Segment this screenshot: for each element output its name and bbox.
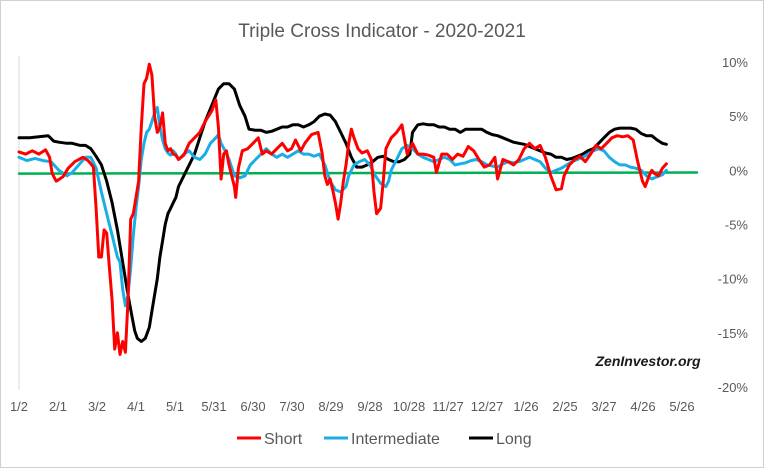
x-tick-label: 11/27	[432, 399, 464, 414]
y-tick-label: 10%	[722, 55, 748, 70]
x-tick-label: 10/28	[393, 399, 426, 414]
series-line-zero	[17, 171, 699, 175]
x-tick-label: 5/1	[166, 399, 184, 414]
legend: Short Intermediate Long	[237, 431, 532, 448]
x-tick-label: 7/30	[279, 399, 304, 414]
legend-label-long: Long	[496, 431, 532, 448]
x-tick-label: 8/29	[318, 399, 343, 414]
y-axis-tick-labels: 10% 5% 0% -5% -10% -15% -20%	[718, 55, 749, 395]
x-tick-label: 4/26	[630, 399, 655, 414]
chart-title: Triple Cross Indicator - 2020-2021	[238, 21, 526, 42]
x-tick-label: 9/28	[357, 399, 382, 414]
legend-label-intermediate: Intermediate	[351, 431, 440, 448]
legend-label-short: Short	[264, 431, 303, 448]
x-tick-label: 3/27	[591, 399, 616, 414]
y-tick-label: -10%	[718, 272, 749, 287]
x-tick-label: 1/2	[10, 399, 28, 414]
x-axis-tick-labels: 1/2 2/1 3/2 4/1 5/1 5/31 6/30 7/30 8/29 9/28 10/28…	[10, 399, 695, 414]
y-tick-label: -5%	[725, 218, 749, 233]
x-tick-label: 6/30	[240, 399, 265, 414]
x-tick-label: 3/2	[88, 399, 106, 414]
y-tick-label: -15%	[718, 326, 749, 341]
x-tick-label: 5/31	[201, 399, 226, 414]
x-tick-label: 2/25	[552, 399, 577, 414]
x-tick-label: 5/26	[669, 399, 694, 414]
y-tick-label: 5%	[729, 109, 748, 124]
watermark-label: ZenInvestor.org	[594, 353, 700, 369]
y-tick-label: 0%	[729, 163, 748, 178]
x-tick-label: 12/27	[471, 399, 504, 414]
x-tick-label: 2/1	[49, 399, 67, 414]
series-line-short	[17, 62, 668, 356]
y-tick-label: -20%	[718, 380, 749, 395]
series-line-long	[17, 82, 668, 343]
series-layer	[17, 62, 699, 356]
x-tick-label: 1/26	[513, 399, 538, 414]
x-tick-label: 4/1	[127, 399, 145, 414]
